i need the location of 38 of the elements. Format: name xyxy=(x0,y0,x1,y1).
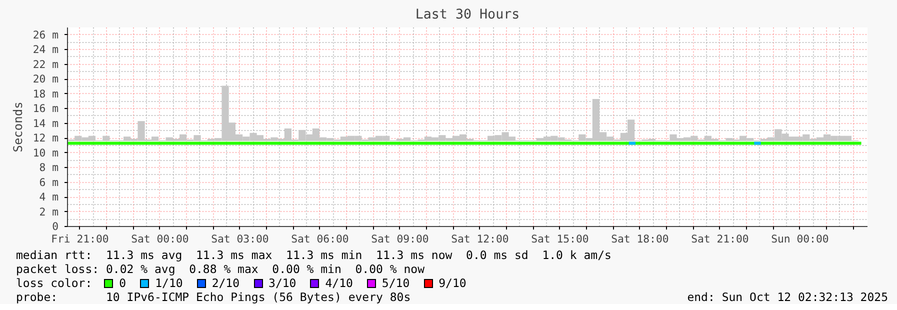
legend-label: 3/10 xyxy=(268,276,296,290)
legend-label: 5/10 xyxy=(382,276,410,290)
y-tick-label: 8 m xyxy=(39,161,59,174)
text: end: Sun Oct 12 02:32:13 2025 xyxy=(687,290,888,304)
y-tick-label: 22 m xyxy=(32,58,59,71)
y-tick-label: 16 m xyxy=(32,102,59,116)
y-tick-label: 20 m xyxy=(32,72,59,86)
x-tick-label: Fri 21:00 xyxy=(51,232,109,246)
x-tick-label: Sat 03:00 xyxy=(211,232,269,246)
y-tick-label: 12 m xyxy=(32,132,59,145)
x-tick-label: Sat 09:00 xyxy=(371,232,429,246)
x-tick-label: Sat 18:00 xyxy=(611,232,669,246)
y-tick-label: 14 m xyxy=(32,116,59,130)
text: median rtt: 11.3 ms avg 11.3 ms max 11.3 ms min 11.3 ms now 0.0 ms sd 1.0 k am/s xyxy=(16,248,612,262)
x-tick-label: Sat 00:00 xyxy=(131,232,189,246)
x-tick-label: Sat 21:00 xyxy=(691,232,749,246)
legend-label: 9/10 xyxy=(438,276,466,290)
x-tick-label: Sun 00:00 xyxy=(771,232,829,246)
y-tick-label: 26 m xyxy=(32,28,59,42)
y-tick-label: 18 m xyxy=(32,87,59,100)
x-tick-label: Sat 06:00 xyxy=(291,232,349,246)
legend-label: 0 xyxy=(119,276,126,290)
legend-title: loss color: xyxy=(16,276,92,290)
legend-label: 4/10 xyxy=(325,276,353,290)
x-tick-label: Sat 12:00 xyxy=(451,232,509,246)
y-tick-label: 10 m xyxy=(32,146,59,160)
text: packet loss: 0.02 % avg 0.88 % max 0.00 % min 0.00 % now xyxy=(16,262,424,276)
y-tick-label: 4 m xyxy=(39,190,59,204)
y-tick-label: 2 m xyxy=(39,205,59,218)
legend-label: 2/10 xyxy=(212,276,240,290)
chart-title: Last 30 Hours xyxy=(415,8,520,22)
y-tick-label: 6 m xyxy=(39,176,59,189)
text: probe: 10 IPv6-ICMP Echo Pings (56 Bytes) every 80s xyxy=(16,290,411,304)
legend-label: 1/10 xyxy=(155,276,183,290)
y-tick-label: 24 m xyxy=(32,43,59,56)
y-tick-label: 0 xyxy=(52,220,59,233)
x-tick-label: Sat 15:00 xyxy=(531,232,589,246)
y-axis-title: Seconds xyxy=(10,102,25,152)
